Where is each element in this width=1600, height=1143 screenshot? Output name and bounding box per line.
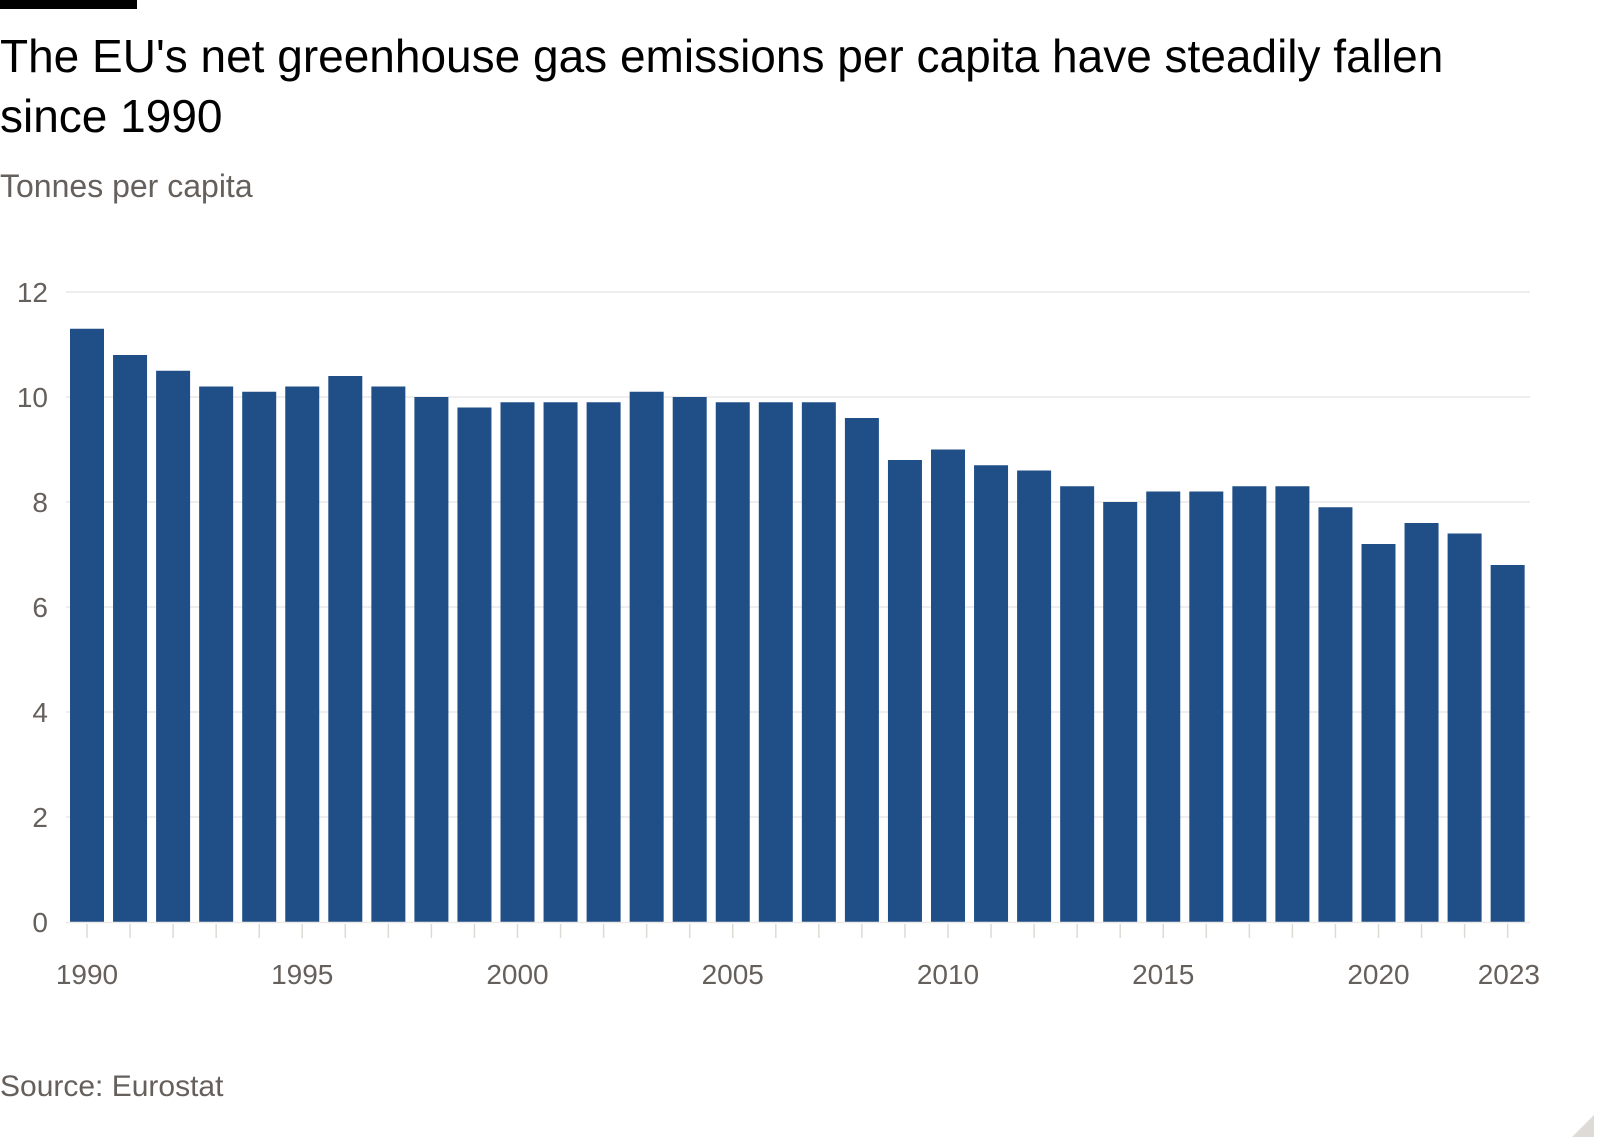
bar — [500, 402, 535, 922]
bar — [1232, 486, 1267, 922]
bar — [1189, 491, 1224, 922]
x-tick-label: 2023 — [1478, 959, 1540, 990]
x-tick-label: 1990 — [56, 959, 118, 990]
bar — [70, 328, 104, 922]
bar — [758, 402, 793, 922]
bar — [1404, 523, 1439, 922]
bar — [1103, 502, 1138, 922]
bar — [1146, 491, 1181, 922]
bar — [844, 418, 879, 922]
x-tick-label: 2000 — [486, 959, 548, 990]
y-tick-label: 6 — [32, 592, 48, 623]
y-tick-label: 4 — [32, 697, 48, 728]
bar — [1017, 470, 1052, 922]
bar — [113, 355, 148, 922]
x-tick-label: 2010 — [917, 959, 979, 990]
bar — [371, 386, 406, 922]
bar — [1318, 507, 1353, 922]
bar — [629, 391, 664, 922]
bar — [199, 386, 234, 922]
y-tick-label: 10 — [17, 382, 48, 413]
y-tick-label: 0 — [32, 907, 48, 938]
y-tick-label: 2 — [32, 802, 48, 833]
top-rule — [0, 0, 137, 9]
bar — [1361, 544, 1396, 922]
bar — [801, 402, 836, 922]
bar — [1447, 533, 1482, 922]
bar — [457, 407, 492, 922]
bar — [974, 465, 1009, 922]
chart-title: The EU's net greenhouse gas emissions pe… — [0, 30, 1444, 142]
bar — [715, 402, 750, 922]
bar — [328, 376, 363, 922]
bar — [1490, 565, 1525, 922]
bar — [1060, 486, 1095, 922]
x-tick-label: 2015 — [1132, 959, 1194, 990]
bar — [586, 402, 621, 922]
resize-handle-icon[interactable] — [1572, 1115, 1594, 1137]
x-tick-label: 2020 — [1347, 959, 1409, 990]
bar — [887, 460, 922, 922]
bar — [931, 449, 965, 922]
x-tick-label: 1995 — [271, 959, 333, 990]
x-tick-label: 2005 — [702, 959, 764, 990]
bar — [285, 386, 320, 922]
bar — [414, 397, 449, 922]
source-note: Source: Eurostat — [0, 1070, 224, 1103]
bar — [1275, 486, 1310, 922]
y-tick-label: 12 — [17, 277, 48, 308]
bar — [543, 402, 578, 922]
bar — [242, 391, 277, 922]
y-tick-label: 8 — [32, 487, 48, 518]
bar — [672, 397, 707, 922]
bar — [156, 370, 191, 922]
bar-chart: 0 2 4 6 8 10 12 1990 1995 2000 2005 2010 2015 2020 202… — [17, 277, 1540, 990]
chart-subtitle: Tonnes per capita — [0, 168, 253, 204]
